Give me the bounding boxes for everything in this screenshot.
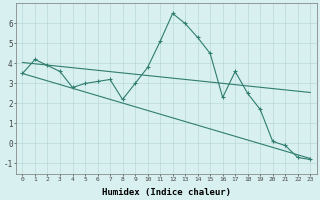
X-axis label: Humidex (Indice chaleur): Humidex (Indice chaleur) <box>102 188 231 197</box>
